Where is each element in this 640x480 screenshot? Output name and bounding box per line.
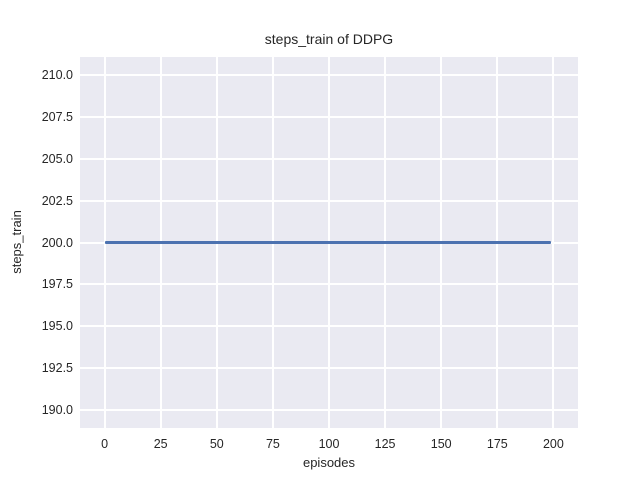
- x-tick-label: 150: [430, 437, 452, 451]
- y-tick-label: 205.0: [41, 151, 73, 166]
- y-tick-label: 192.5: [41, 360, 73, 375]
- x-tick-label: 175: [486, 437, 508, 451]
- x-tick-label: 200: [542, 437, 564, 451]
- plot-area: [80, 57, 578, 428]
- x-tick-label: 50: [209, 437, 224, 451]
- y-tick-label: 197.5: [41, 277, 73, 292]
- x-axis-label: episodes: [302, 455, 356, 470]
- x-tick-label: 25: [153, 437, 168, 451]
- x-tick-label: 75: [265, 437, 280, 451]
- x-tick-label: 0: [101, 437, 109, 451]
- y-tick-label: 195.0: [41, 319, 73, 334]
- y-tick-label: 200.0: [41, 235, 73, 250]
- x-tick-label: 125: [374, 437, 396, 451]
- y-tick-label: 202.5: [41, 193, 73, 208]
- gridline-vertical: [552, 57, 555, 428]
- data-line-steps_train: [104, 241, 552, 244]
- x-tick-label: 100: [318, 437, 340, 451]
- y-tick-label: 210.0: [41, 68, 73, 83]
- chart-title: steps_train of DDPG: [264, 31, 394, 47]
- y-tick-label: 190.0: [41, 402, 73, 417]
- y-tick-label: 207.5: [41, 110, 73, 125]
